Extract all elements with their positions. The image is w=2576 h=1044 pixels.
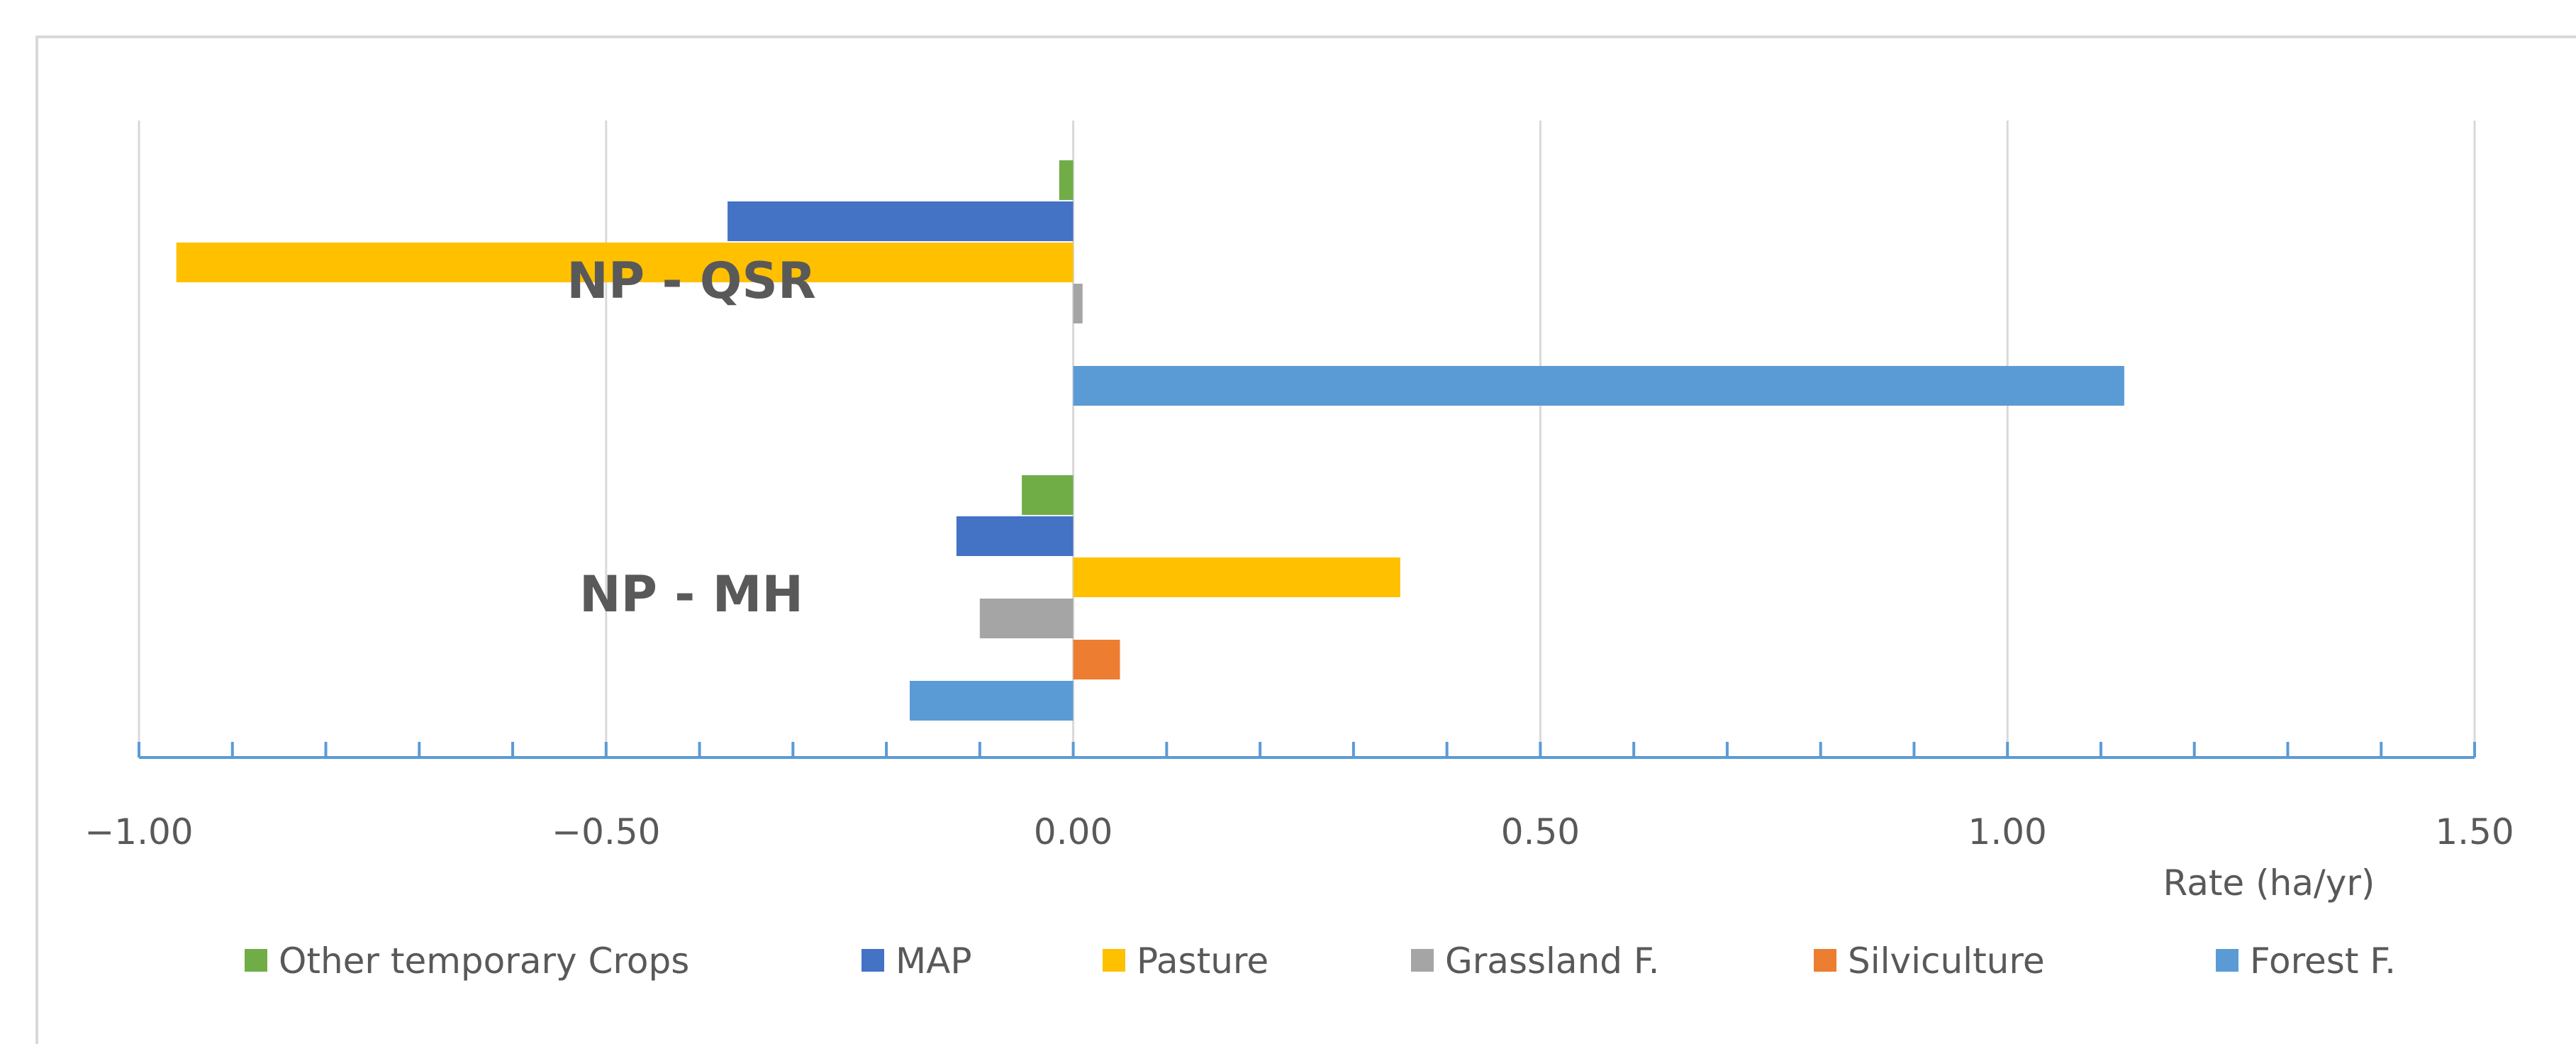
legend: Other temporary Crops MAP Pasture Grassland… — [245, 940, 2396, 982]
x-tick-label: 0.00 — [1034, 811, 1113, 853]
bar — [727, 201, 1074, 241]
bar — [979, 599, 1074, 638]
category-labels: NP - QSR NP - MH — [567, 252, 816, 623]
bar — [1073, 366, 2124, 406]
legend-item: Pasture — [1103, 940, 1269, 982]
bar — [1073, 284, 1083, 323]
legend-swatch — [1103, 949, 1125, 972]
x-axis — [138, 742, 2476, 759]
bars — [176, 160, 2124, 721]
legend-swatch — [1411, 949, 1434, 972]
legend-item: Silviculture — [1814, 940, 2045, 982]
bar — [176, 243, 1074, 282]
bar — [910, 681, 1074, 721]
legend-label: Other temporary Crops — [279, 940, 689, 982]
category-label: NP - QSR — [567, 252, 816, 310]
legend-label: Forest F. — [2250, 940, 2396, 982]
x-tick-label: 1.00 — [1968, 811, 2047, 853]
bar — [1059, 160, 1074, 200]
x-tick-labels: −1.00 −0.50 0.00 0.50 1.00 1.50 — [84, 811, 2514, 853]
gridlines — [138, 121, 2476, 757]
bar — [1073, 640, 1120, 679]
legend-swatch — [1814, 949, 1836, 972]
bar — [956, 516, 1074, 556]
legend-label: MAP — [896, 940, 972, 982]
legend-label: Pasture — [1137, 940, 1269, 982]
x-tick-label: −0.50 — [552, 811, 660, 853]
legend-swatch — [2216, 949, 2238, 972]
x-tick-label: 1.50 — [2435, 811, 2514, 853]
chart-frame — [35, 35, 2576, 1044]
bar — [1022, 475, 1074, 515]
legend-item: Other temporary Crops — [245, 940, 689, 982]
x-axis-title: Rate (ha/yr) — [2163, 862, 2375, 904]
legend-swatch — [245, 949, 267, 972]
legend-label: Silviculture — [1848, 940, 2045, 982]
category-label: NP - MH — [579, 565, 803, 623]
legend-label: Grassland F. — [1445, 940, 1660, 982]
x-tick-label: −1.00 — [84, 811, 193, 853]
legend-item: MAP — [862, 940, 972, 982]
legend-item: Forest F. — [2216, 940, 2396, 982]
x-tick-label: 0.50 — [1501, 811, 1580, 853]
legend-swatch — [862, 949, 884, 972]
bar — [1073, 557, 1400, 597]
legend-item: Grassland F. — [1411, 940, 1660, 982]
